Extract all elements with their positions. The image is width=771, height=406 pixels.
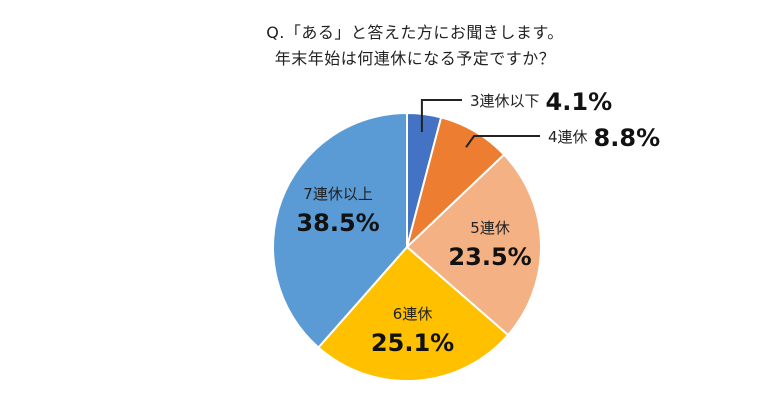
slice-1-value: 4.1% bbox=[546, 88, 613, 116]
chart-title: Q.「ある」と答えた方にお聞きします。 年末年始は何連休になる予定ですか？ bbox=[0, 20, 771, 72]
slice-1-leader-line bbox=[420, 99, 462, 132]
slice-2-value: 8.8% bbox=[594, 124, 661, 152]
chart-title-line-1: Q.「ある」と答えた方にお聞きします。 bbox=[266, 23, 564, 42]
slice-5-wedge bbox=[272, 111, 408, 349]
slice-3-wedge bbox=[405, 153, 542, 337]
slice-4-value: 25.1% bbox=[371, 329, 454, 357]
slice-3-value: 23.5% bbox=[448, 243, 531, 271]
slice-5-label: 7連休以上 bbox=[303, 185, 373, 203]
slice-5-value: 38.5% bbox=[296, 209, 379, 237]
slice-3-label: 5連休 bbox=[470, 219, 510, 237]
slice-1-label: 3連休以下 bbox=[470, 92, 540, 110]
slice-2-leader-line bbox=[465, 135, 540, 148]
slice-4-wedge bbox=[316, 245, 510, 382]
slice-4-label: 6連休 bbox=[393, 305, 433, 323]
slice-2-label: 4連休 bbox=[548, 128, 588, 146]
chart-title-line-2: 年末年始は何連休になる予定ですか？ bbox=[274, 49, 556, 68]
